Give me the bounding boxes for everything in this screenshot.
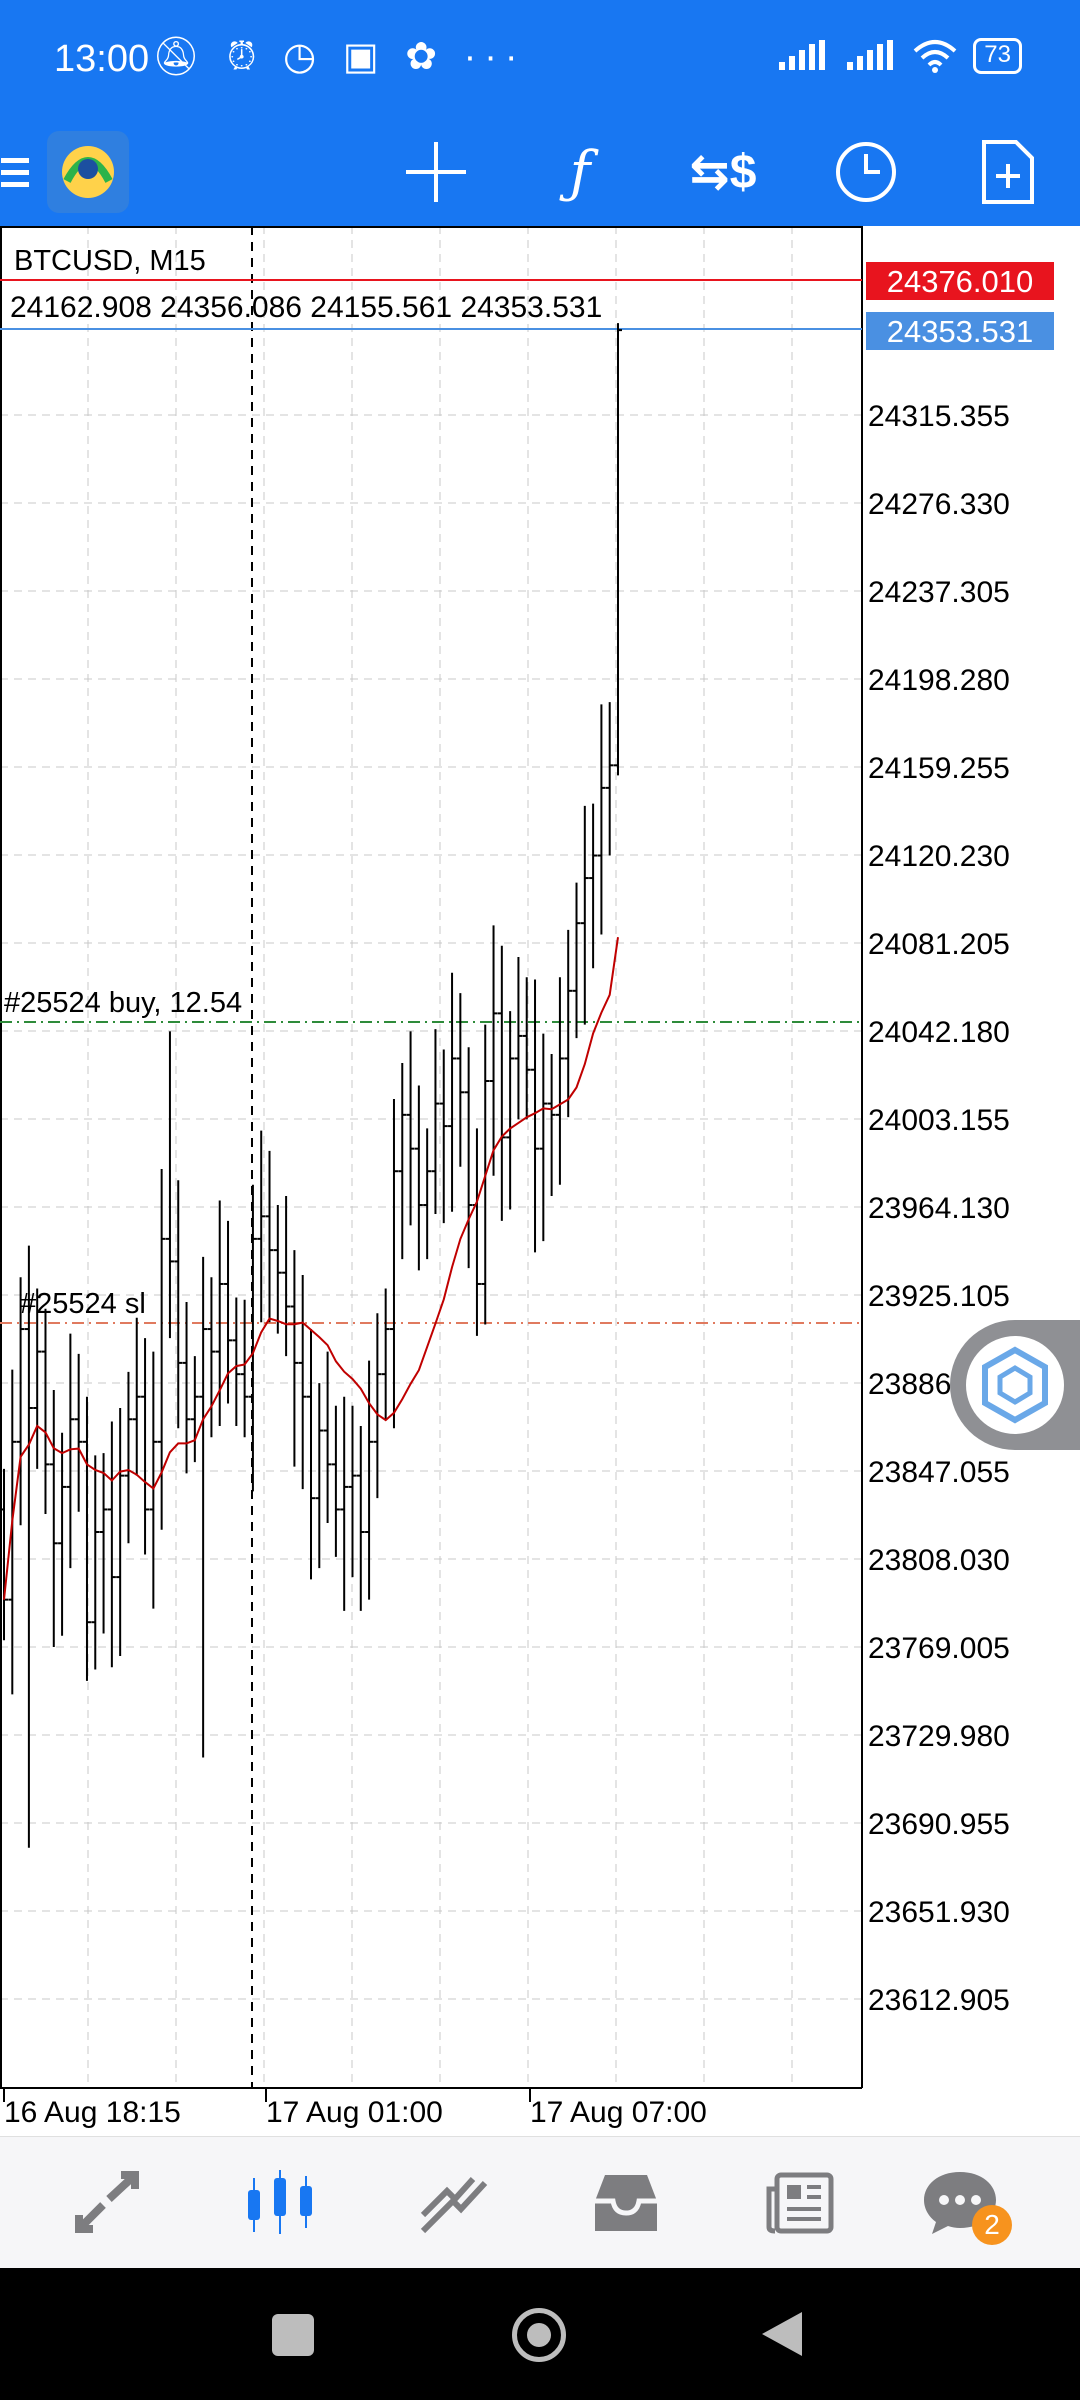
alarm-outline-icon: ◷ xyxy=(283,36,325,78)
symbols-icon[interactable]: ⇆$ xyxy=(689,146,757,199)
home-button[interactable] xyxy=(512,2308,566,2362)
history-icon[interactable] xyxy=(566,2137,686,2269)
bid-price: 24353.531 xyxy=(887,314,1034,349)
price-label: 24159.255 xyxy=(868,752,1010,785)
battery-indicator: 73 xyxy=(973,38,1022,74)
trade-icon[interactable] xyxy=(394,2137,514,2269)
price-label: 23690.955 xyxy=(868,1808,1010,1841)
bottom-navigation: 2 xyxy=(0,2136,1080,2269)
messages-icon[interactable]: 2 xyxy=(900,2137,1020,2269)
price-label: 24198.280 xyxy=(868,664,1010,697)
status-time: 13:00 xyxy=(54,38,150,80)
mute-icon: 🔕︎ xyxy=(152,36,209,78)
indicators-icon[interactable]: ƒ xyxy=(569,139,591,205)
top-toolbar: ƒ ⇆$ xyxy=(0,118,1080,226)
price-label: 23729.980 xyxy=(868,1720,1010,1753)
quotes-icon[interactable] xyxy=(48,2137,168,2269)
symbol-label: BTCUSD, M15 xyxy=(14,245,206,277)
price-chart[interactable]: BTCUSD, M15 24162.908 24356.086 24155.56… xyxy=(0,226,1080,2136)
notification-icons: 🔕︎ ⏰︎ ◷ ▣ ✿ ··· xyxy=(152,34,526,79)
price-label: 23925.105 xyxy=(868,1280,1010,1313)
signal-icon xyxy=(779,40,826,70)
alarm-icon: ⏰︎ xyxy=(226,36,265,78)
menu-icon[interactable] xyxy=(0,118,30,226)
time-label: 17 Aug 01:00 xyxy=(266,2096,443,2129)
price-axis: 24315.355 24276.330 24237.305 24198.280 2415… xyxy=(868,400,1010,2017)
ask-price: 24376.010 xyxy=(887,264,1034,299)
price-label: 24120.230 xyxy=(868,840,1010,873)
leaf-icon: ✿ xyxy=(405,36,446,78)
app-icon: ▣ xyxy=(342,36,387,78)
chart-canvas[interactable]: BTCUSD, M15 24162.908 24356.086 24155.56… xyxy=(0,226,1080,2136)
ohlc-bars xyxy=(0,323,622,1848)
buy-line-label: #25524 buy, 12.54 xyxy=(4,987,242,1019)
back-button[interactable] xyxy=(760,2310,804,2358)
messages-badge: 2 xyxy=(972,2205,1012,2245)
price-label: 23612.905 xyxy=(868,1984,1010,2017)
ohlc-values: 24162.908 24356.086 24155.561 24353.531 xyxy=(10,291,602,324)
bid-price-box xyxy=(866,312,1054,350)
price-label: 24237.305 xyxy=(868,576,1010,609)
time-label: 16 Aug 18:15 xyxy=(4,2096,181,2129)
app-logo-icon[interactable] xyxy=(46,118,130,226)
price-label: 24003.155 xyxy=(868,1104,1010,1137)
chart-icon[interactable] xyxy=(220,2137,340,2269)
timeframe-icon[interactable] xyxy=(826,118,906,226)
price-label: 24081.205 xyxy=(868,928,1010,961)
signal-icon-2 xyxy=(847,40,894,70)
status-bar: 13:00 🔕︎ ⏰︎ ◷ ▣ ✿ ··· 73 xyxy=(0,0,1080,118)
more-icon: ··· xyxy=(463,36,526,78)
price-label: 24276.330 xyxy=(868,488,1010,521)
chart-grid xyxy=(0,226,862,2088)
recent-apps-button[interactable] xyxy=(272,2314,314,2356)
price-label: 23964.130 xyxy=(868,1192,1010,1225)
system-navigation-bar xyxy=(0,2268,1080,2400)
time-label: 17 Aug 07:00 xyxy=(530,2096,707,2129)
assistant-icon xyxy=(966,1336,1064,1434)
price-label: 23651.930 xyxy=(868,1896,1010,1929)
price-label: 24042.180 xyxy=(868,1016,1010,1049)
price-label: 23847.055 xyxy=(868,1456,1010,1489)
news-icon[interactable] xyxy=(740,2137,860,2269)
wifi-icon xyxy=(913,40,957,73)
new-order-icon[interactable] xyxy=(968,118,1048,226)
price-label: 23769.005 xyxy=(868,1632,1010,1665)
moving-average-line xyxy=(3,937,619,1600)
price-label: 23808.030 xyxy=(868,1544,1010,1577)
crosshair-icon[interactable] xyxy=(396,118,476,226)
status-right: 73 xyxy=(777,38,1022,74)
price-label: 24315.355 xyxy=(868,400,1010,433)
sl-line-label: #25524 sl xyxy=(20,1288,146,1320)
floating-assistant-button[interactable] xyxy=(950,1320,1080,1450)
ask-price-box xyxy=(866,262,1054,300)
time-axis: 16 Aug 18:15 17 Aug 01:00 17 Aug 07:00 xyxy=(3,2088,707,2129)
